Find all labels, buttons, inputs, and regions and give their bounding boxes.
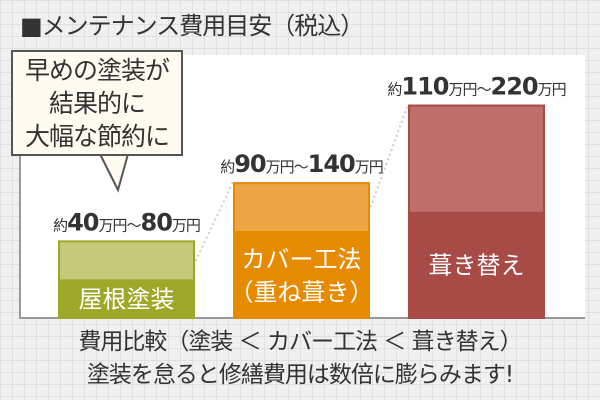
bar-outline bbox=[408, 104, 545, 319]
bar-range-max bbox=[233, 182, 370, 231]
range-label: 約110万円～220万円 bbox=[387, 73, 565, 101]
footer-line-2: 塗装を怠ると修繕費用は数倍に膨らみます! bbox=[86, 362, 514, 388]
callout-line: 結果的に bbox=[48, 89, 146, 118]
bar-range-min bbox=[233, 230, 370, 318]
bar-outline bbox=[58, 240, 195, 319]
bar-range-min bbox=[408, 211, 545, 318]
callout-line: 大幅な節約に bbox=[24, 122, 170, 151]
bar-range-max bbox=[408, 104, 545, 212]
callout-bubble: 早めの塗装が 結果的に 大幅な節約に bbox=[11, 50, 183, 156]
chart-title: ■メンテナンス費用目安（税込） bbox=[20, 12, 364, 40]
bar-range-min bbox=[58, 279, 195, 318]
category-label: カバー工法 bbox=[242, 245, 362, 273]
range-label: 約90万円～140万円 bbox=[220, 150, 383, 178]
category-label: 屋根塗装 bbox=[79, 286, 175, 314]
callout-line: 早めの塗装が bbox=[24, 56, 170, 85]
footer-line-1: 費用比較（塗装 ＜ カバー工法 ＜ 葺き替え） bbox=[78, 329, 522, 355]
bar-outline bbox=[233, 182, 370, 319]
connector-line bbox=[361, 104, 409, 232]
bar-range-max bbox=[58, 240, 195, 280]
range-label: 約40万円～80万円 bbox=[53, 208, 200, 236]
category-label: 葺き替え bbox=[429, 252, 525, 280]
category-label: （重ね葺き） bbox=[230, 278, 374, 306]
